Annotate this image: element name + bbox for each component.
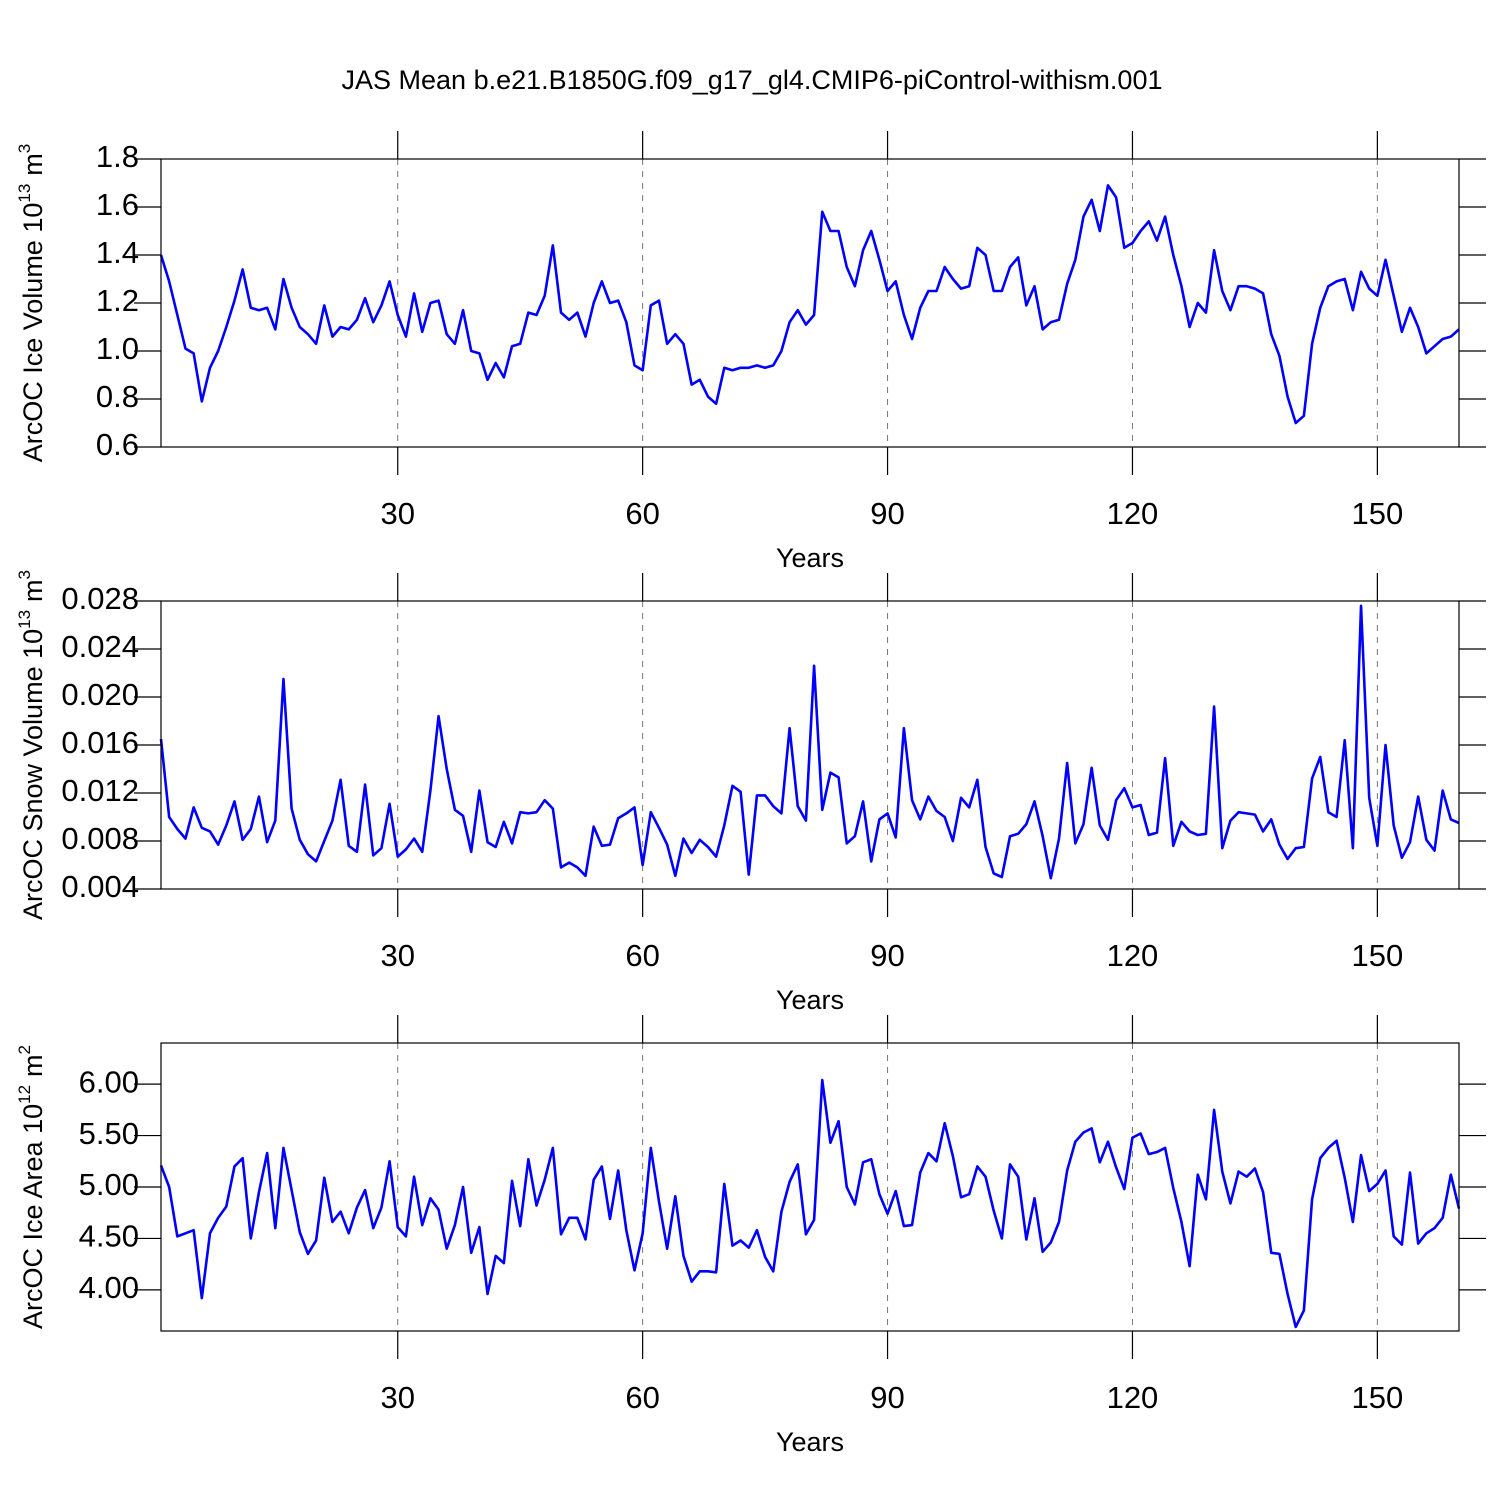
y-tick-label: 1.2 bbox=[96, 283, 139, 318]
y-tick-label: 1.0 bbox=[96, 331, 139, 366]
x-tick-label: 60 bbox=[625, 1380, 659, 1415]
y-tick-label: 6.00 bbox=[79, 1064, 139, 1099]
y-tick-label: 5.50 bbox=[79, 1116, 139, 1151]
plot-frame bbox=[160, 600, 1460, 890]
y-axis-label-exponent: 12 bbox=[15, 1085, 34, 1104]
y-tick-label: 0.008 bbox=[61, 821, 139, 856]
y-axis-label-unit-exponent: 3 bbox=[15, 570, 34, 579]
y-tick-label: 0.028 bbox=[61, 581, 139, 616]
y-axis-label-text: ArcOC Snow Volume 10 bbox=[18, 629, 48, 920]
y-tick-label: 0.020 bbox=[61, 677, 139, 712]
x-tick-label: 120 bbox=[1107, 1380, 1159, 1415]
x-axis-label: Years bbox=[776, 985, 844, 1015]
x-tick-label: 120 bbox=[1107, 938, 1159, 973]
panel: 30 60 90 120 150 0.028 0.024 0.020 0.016 0.012 0.0… bbox=[15, 570, 1486, 1015]
y-tick-label: 0.016 bbox=[61, 725, 139, 760]
x-tick-label: 150 bbox=[1351, 1380, 1403, 1415]
data-line bbox=[159, 184, 1460, 425]
y-tick-label: 0.8 bbox=[96, 379, 139, 414]
plot-frame bbox=[160, 1042, 1460, 1332]
x-tick-label: 150 bbox=[1351, 496, 1403, 531]
y-tick-label: 5.00 bbox=[79, 1167, 139, 1202]
y-tick-label: 0.024 bbox=[61, 629, 139, 664]
y-axis-label-unit: m bbox=[18, 579, 48, 602]
x-tick-label: 30 bbox=[380, 1380, 414, 1415]
x-tick-label: 60 bbox=[625, 938, 659, 973]
y-axis-label-unit: m bbox=[18, 1054, 48, 1077]
y-tick-label: 1.8 bbox=[96, 139, 139, 174]
y-tick-label: 0.6 bbox=[96, 427, 139, 462]
y-axis-label: ArcOC Ice Volume 1013 m3 bbox=[15, 144, 48, 463]
y-tick-label: 1.6 bbox=[96, 187, 139, 222]
x-axis-label: Years bbox=[776, 1427, 844, 1457]
y-axis-label-exponent: 13 bbox=[15, 184, 34, 203]
y-axis-label-unit-exponent: 3 bbox=[15, 144, 34, 153]
y-axis-label-unit-exponent: 2 bbox=[15, 1045, 34, 1054]
plot-frame bbox=[160, 158, 1460, 448]
y-tick-label: 4.50 bbox=[79, 1219, 139, 1254]
x-tick-label: 30 bbox=[380, 938, 414, 973]
x-tick-label: 90 bbox=[870, 938, 904, 973]
x-tick-label: 150 bbox=[1351, 938, 1403, 973]
y-axis-label-unit: m bbox=[18, 153, 48, 176]
x-axis-label: Years bbox=[776, 543, 844, 573]
x-tick-label: 30 bbox=[380, 496, 414, 531]
y-axis-label-exponent: 13 bbox=[15, 610, 34, 629]
panel: 30 60 90 120 150 6.00 5.50 5.00 4.50 4.00 Years Arc… bbox=[15, 1015, 1486, 1457]
y-tick-label: 0.004 bbox=[61, 869, 139, 904]
data-line bbox=[159, 604, 1460, 880]
y-tick-label: 0.012 bbox=[61, 773, 139, 808]
panel: 30 60 90 120 150 1.8 1.6 1.4 1.2 1.0 0.8 0.6 Years Ar… bbox=[15, 131, 1486, 573]
y-tick-label: 1.4 bbox=[96, 235, 139, 270]
x-tick-label: 90 bbox=[870, 1380, 904, 1415]
x-tick-label: 60 bbox=[625, 496, 659, 531]
x-tick-label: 90 bbox=[870, 496, 904, 531]
x-tick-label: 120 bbox=[1107, 496, 1159, 531]
figure-title: JAS Mean b.e21.B1850G.f09_g17_gl4.CMIP6-… bbox=[342, 65, 1163, 95]
y-axis-label: ArcOC Snow Volume 1013 m3 bbox=[15, 570, 48, 920]
y-axis-label-text: ArcOC Ice Area 10 bbox=[18, 1104, 48, 1329]
y-axis-label: ArcOC Ice Area 1012 m2 bbox=[15, 1045, 48, 1329]
data-line bbox=[159, 1078, 1461, 1329]
y-axis-label-text: ArcOC Ice Volume 10 bbox=[18, 203, 48, 463]
y-tick-label: 4.00 bbox=[79, 1270, 139, 1305]
